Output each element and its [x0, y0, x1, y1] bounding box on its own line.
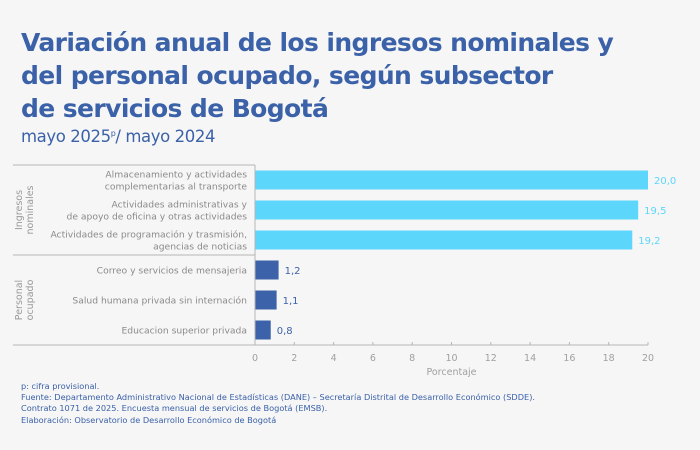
value-label: 20,0: [654, 176, 676, 187]
x-tick-label: 8: [409, 353, 415, 364]
subtitle-base-period: / mayo 2024: [115, 127, 216, 146]
x-tick-label: 12: [485, 353, 497, 364]
value-label: 0,8: [277, 326, 293, 337]
x-axis-title: Porcentaje: [426, 367, 476, 378]
footnote-source: Fuente: Departamento Administrativo Naci…: [21, 392, 536, 403]
footnote-elaboration: Elaboración: Observatorio de Desarrollo …: [21, 414, 277, 425]
value-label: 1,1: [283, 296, 299, 307]
x-tick-label: 20: [642, 353, 654, 364]
group-label-ingresos-line-1: Ingresos: [14, 190, 25, 230]
group-label-ingresos-line-2: nominales: [25, 185, 36, 234]
x-tick-label: 0: [252, 353, 258, 364]
bar: [255, 320, 271, 340]
category-label: de apoyo de oficina y otras actividades: [66, 211, 247, 222]
bar: [255, 170, 648, 190]
group-label-personal-line-2: ocupado: [25, 279, 36, 320]
category-label: Correo y servicios de mensajeria: [97, 265, 247, 276]
chart-title-line-1: Variación anual de los ingresos nominale…: [21, 28, 614, 57]
subtitle-period: mayo 2025: [21, 127, 111, 146]
chart-title-line-3: de servicios de Bogotá: [21, 94, 329, 123]
value-label: 1,2: [285, 266, 301, 277]
bar: [255, 290, 277, 310]
footnote-provisional: p: cifra provisional.: [21, 381, 100, 391]
chart-title-line-2: del personal ocupado, según subsector: [21, 61, 553, 90]
chart-subtitle: mayo 2025p/ mayo 2024: [21, 127, 215, 146]
provisional-marker: p: [110, 129, 116, 138]
category-label: complementarias al transporte: [105, 181, 248, 192]
bar: [255, 260, 279, 280]
footnotes: p: cifra provisional. Fuente: Departamen…: [21, 381, 535, 426]
x-tick-label: 16: [563, 353, 575, 364]
bar: [255, 230, 633, 250]
chart-title: Variación anual de los ingresos nominale…: [21, 26, 614, 125]
bar: [255, 200, 639, 220]
category-label: Almacenamiento y actividades: [105, 169, 247, 180]
category-label: Educacion superior privada: [121, 325, 247, 336]
x-tick-label: 2: [291, 353, 297, 364]
category-label: Actividades administrativas y: [112, 199, 248, 210]
footnote-contract: Contrato 1071 de 2025. Encuesta mensual …: [21, 403, 328, 414]
category-label: Actividades de programación y trasmisión…: [50, 229, 247, 240]
category-label: agencias de noticias: [153, 241, 247, 252]
x-tick-label: 10: [445, 353, 457, 364]
x-tick-label: 14: [524, 353, 536, 364]
group-label-personal-line-1: Personal: [14, 280, 25, 320]
x-tick-label: 6: [370, 353, 376, 364]
category-label: Salud humana privada sin internación: [72, 295, 247, 306]
x-tick-label: 4: [331, 353, 337, 364]
value-label: 19,2: [638, 236, 660, 247]
x-tick-label: 18: [603, 353, 615, 364]
value-label: 19,5: [644, 206, 666, 217]
